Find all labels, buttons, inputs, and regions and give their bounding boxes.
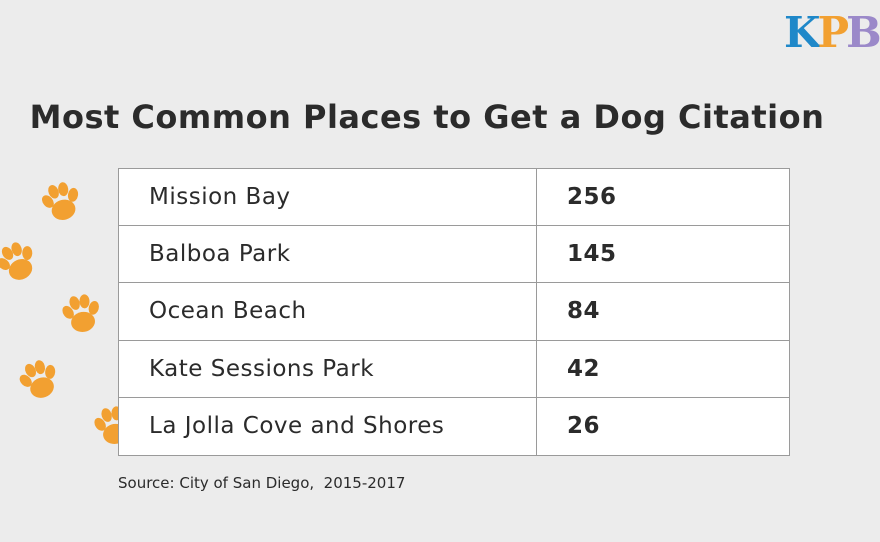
location-name: Balboa Park: [119, 226, 537, 283]
citation-count: 26: [567, 413, 601, 440]
location-name: La Jolla Cove and Shores: [119, 397, 537, 455]
citation-count: 256: [567, 184, 617, 211]
source-note: Source: City of San Diego, 2015-2017: [118, 474, 406, 492]
logo-letter-s: S: [879, 8, 880, 57]
paw-print-icon: [58, 291, 105, 336]
paw-prints-decoration: [0, 177, 130, 448]
chart-title: Most Common Places to Get a Dog Citation: [29, 98, 825, 136]
location-name: Kate Sessions Park: [119, 340, 537, 397]
citation-count: 42: [567, 355, 601, 382]
kpbs-logo: KPBS: [784, 12, 880, 54]
logo-letter-p: P: [817, 8, 850, 57]
location-name: Ocean Beach: [119, 283, 537, 340]
logo-letter-k: K: [784, 8, 820, 57]
table-row: Ocean Beach 84: [119, 283, 789, 341]
citation-table: Mission Bay 256 Balboa Park 145 Ocean Be…: [118, 168, 790, 456]
citation-count: 84: [567, 298, 601, 325]
table-row: Mission Bay 256: [119, 169, 789, 227]
location-name: Mission Bay: [119, 169, 537, 226]
table-row: Balboa Park 145: [119, 226, 789, 284]
table-row: Kate Sessions Park 42: [119, 340, 789, 398]
citation-count: 145: [567, 241, 617, 268]
logo-letter-b: B: [846, 8, 880, 57]
paw-print-icon: [13, 354, 65, 405]
paw-print-icon: [0, 235, 44, 288]
table-row: La Jolla Cove and Shores 26: [119, 397, 789, 455]
paw-print-icon: [36, 177, 86, 225]
